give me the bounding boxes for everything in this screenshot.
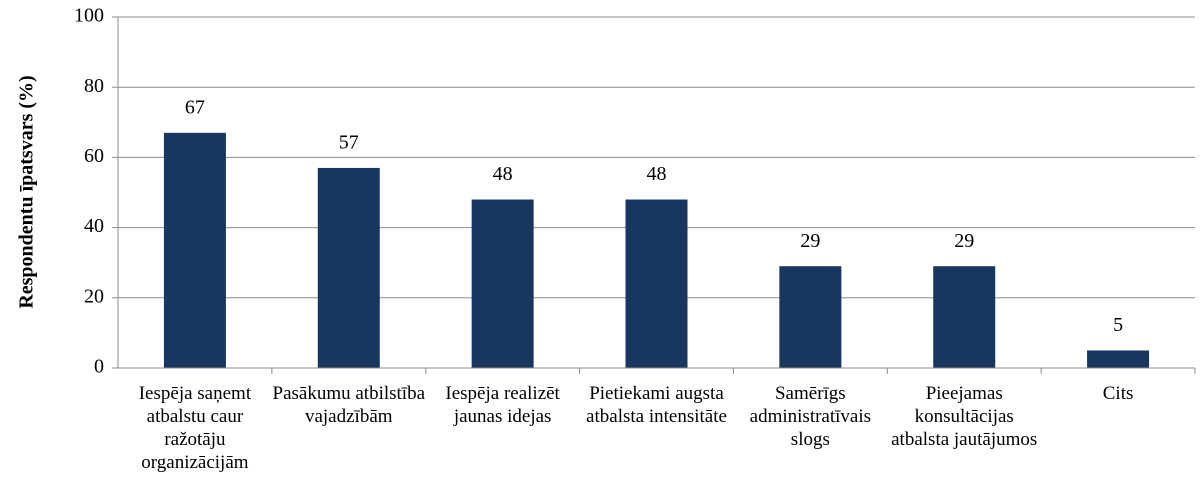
y-tick-label: 100 bbox=[74, 5, 104, 27]
bar bbox=[163, 132, 226, 368]
y-tick-label: 0 bbox=[94, 356, 104, 378]
data-label: 29 bbox=[800, 230, 820, 252]
bar bbox=[933, 266, 996, 368]
data-label: 48 bbox=[493, 163, 513, 185]
y-axis-label: Respondentu īpatsvars (%) bbox=[16, 75, 38, 308]
bar bbox=[317, 167, 380, 368]
bar bbox=[1087, 350, 1150, 368]
x-tick-label: Cits bbox=[1102, 383, 1134, 404]
x-tick-label: Pasākumu atbilstība vajadzībām bbox=[272, 383, 426, 427]
x-tick-label: Pietiekami augsta atbalsta intensitāte bbox=[586, 383, 727, 427]
y-tick-label: 60 bbox=[84, 145, 104, 167]
bar bbox=[779, 266, 842, 368]
bar bbox=[471, 199, 534, 368]
y-tick-label: 80 bbox=[84, 75, 104, 97]
data-label: 67 bbox=[185, 96, 205, 118]
x-tick-label: Iespēja saņemt atbalstu caur ražotāju or… bbox=[138, 383, 252, 473]
bar bbox=[625, 199, 688, 368]
data-label: 57 bbox=[339, 132, 359, 154]
data-label: 48 bbox=[647, 163, 667, 185]
y-tick-label: 20 bbox=[84, 285, 104, 307]
x-tick-label: Samērīgs administratīvais slogs bbox=[749, 383, 872, 450]
data-label: 29 bbox=[954, 230, 974, 252]
y-tick-label: 40 bbox=[84, 215, 104, 237]
x-tick-label: Pieejamas konsultācijas atbalsta jautāju… bbox=[891, 383, 1038, 450]
data-label: 5 bbox=[1113, 314, 1123, 336]
x-tick-label: Iespēja realizēt jaunas idejas bbox=[445, 383, 560, 427]
